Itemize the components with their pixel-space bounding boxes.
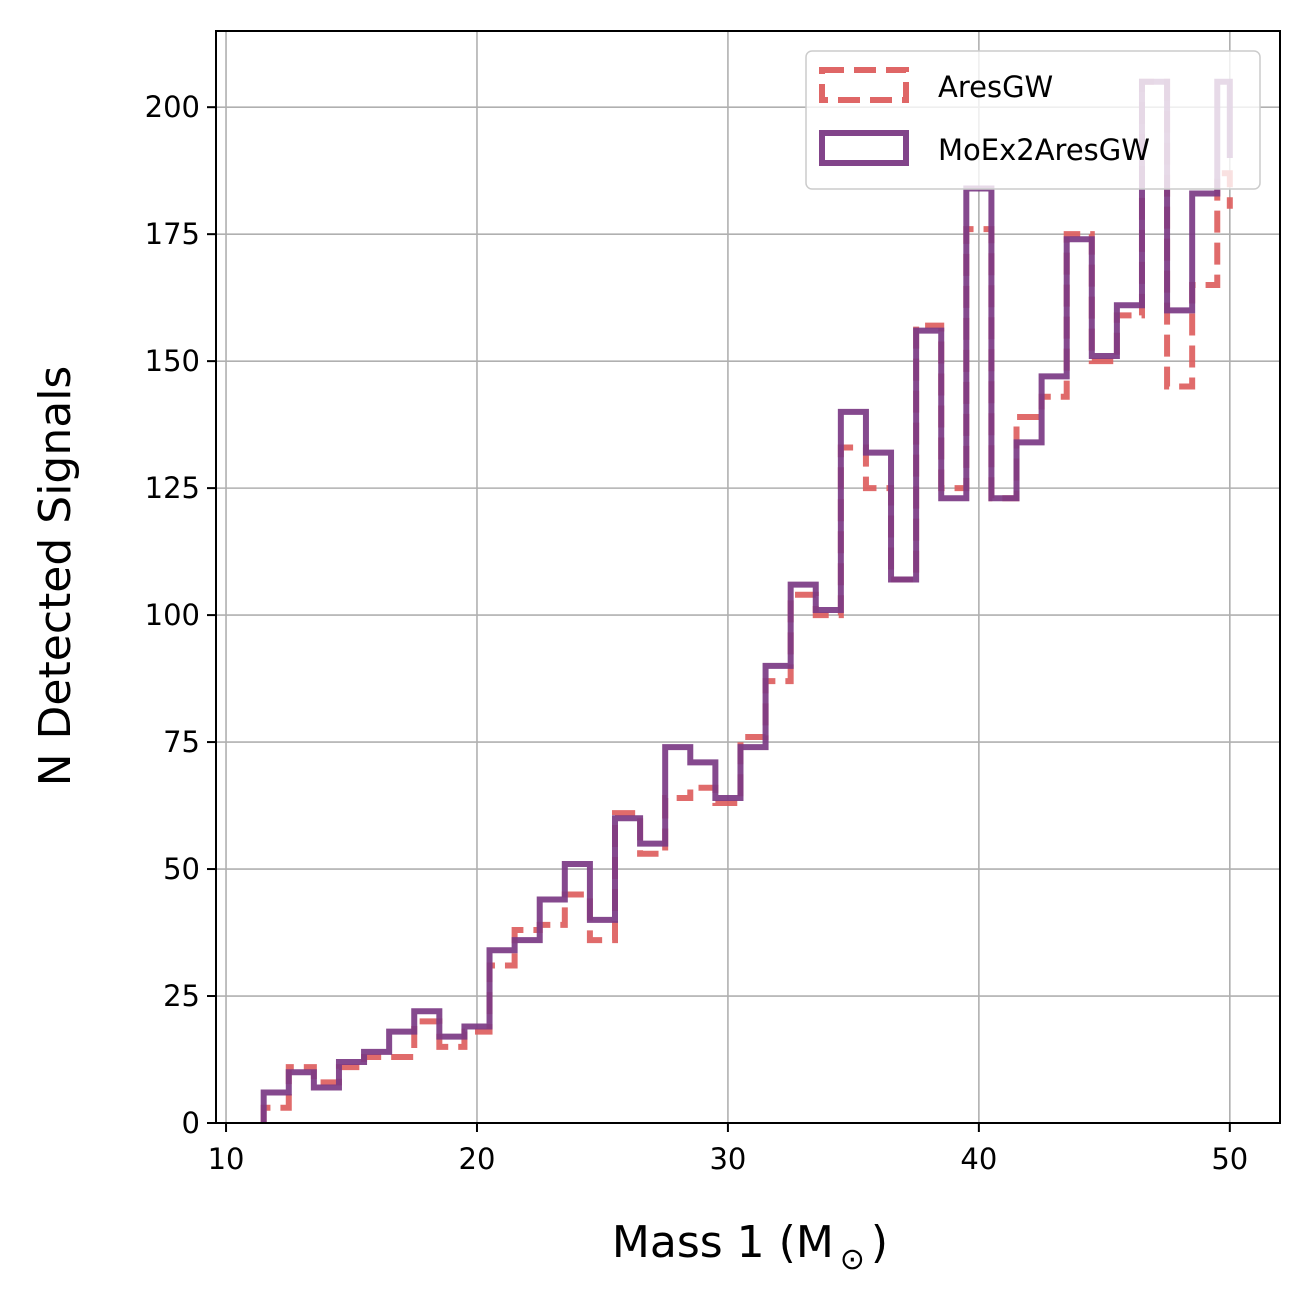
grid [216, 31, 1280, 1124]
y-axis-label: N Detected Signals [30, 366, 81, 787]
y-tick-label: 25 [163, 979, 200, 1013]
legend-swatch-aresgw [819, 67, 909, 103]
x-tick-label: 30 [709, 1142, 746, 1176]
legend: AresGW MoEx2AresGW [805, 50, 1261, 190]
y-tick-label: 50 [163, 852, 200, 886]
axis-ticks: 10 20 30 40 50 0 25 50 75 100 125 150 175 200 [145, 90, 1249, 1176]
plot-frame [215, 30, 1281, 1124]
y-tick-label: 0 [182, 1106, 200, 1140]
legend-frame [805, 50, 1261, 190]
legend-label-moex2aresgw: MoEx2AresGW [938, 133, 1150, 167]
y-tick-label: 200 [145, 90, 200, 124]
y-tick-label: 125 [145, 471, 200, 505]
x-axis-label: Mass 1 (M ⊙) [612, 1217, 888, 1277]
x-tick-label: 50 [1211, 1142, 1248, 1176]
series-step-moex2aresgw [260, 78, 1233, 1123]
solar-mass-symbol: ⊙ [840, 1242, 865, 1277]
x-tick-label: 20 [459, 1142, 496, 1176]
y-tick-label: 150 [145, 344, 200, 378]
legend-swatch-moex2aresgw [819, 130, 909, 166]
x-tick-label: 10 [208, 1142, 245, 1176]
y-tick-label: 100 [145, 598, 200, 632]
y-tick-label: 75 [163, 725, 200, 759]
legend-label-aresgw: AresGW [938, 70, 1053, 104]
y-tick-label: 175 [145, 217, 200, 251]
x-tick-label: 40 [960, 1142, 997, 1176]
series-layer [260, 78, 1233, 1123]
